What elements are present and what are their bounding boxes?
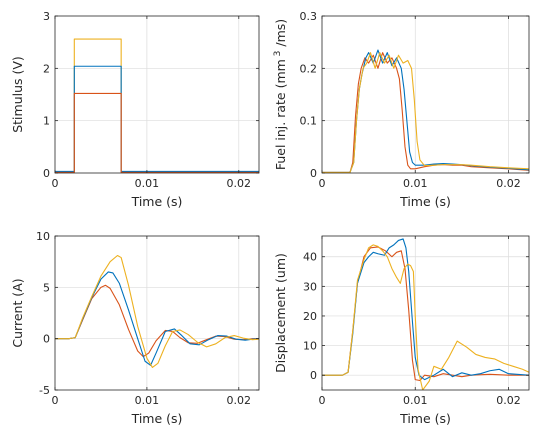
y-tick-label: 20 <box>303 310 317 323</box>
subplot-fuel-rate: 0 0.01 0.02 0 0.1 0.2 0.3 Time (s) Fuel inj. rat… <box>273 10 530 209</box>
y-tick-label: -5 <box>39 384 50 397</box>
axes-frame <box>321 15 530 174</box>
y-tick-label: 0 <box>43 333 50 346</box>
x-tick-label: 0.02 <box>496 177 521 190</box>
y-tick-label: 0.1 <box>300 115 318 128</box>
y-tick-label: 3 <box>43 10 50 23</box>
series-group <box>55 254 259 368</box>
x-axis-label: Time (s) <box>399 411 451 426</box>
x-tick-label: 0.02 <box>496 394 521 407</box>
y-axis-label-superscript: 3 <box>273 51 283 60</box>
y-tick-label: 0 <box>43 167 50 180</box>
subplot-displacement: 0 0.01 0.02 0 10 20 30 40 Time (s) Displacement (… <box>273 235 530 426</box>
subplot-stimulus: 0 0.01 0.02 0 1 2 3 Time (s) Stimulus (V) <box>10 10 260 209</box>
series-line-yellow <box>55 254 259 368</box>
x-tick-label: 0.01 <box>403 394 428 407</box>
x-tick-label: 0.01 <box>403 177 428 190</box>
y-tick-label: 30 <box>303 280 317 293</box>
y-tick-label: 0.3 <box>300 10 318 23</box>
x-axis-label: Time (s) <box>131 194 183 209</box>
x-tick-label: 0 <box>52 177 59 190</box>
y-axis-label: Displacement (um) <box>273 253 288 373</box>
x-tick-label: 0.01 <box>135 177 160 190</box>
y-tick-label: 0 <box>310 369 317 382</box>
y-tick-label: 1 <box>43 115 50 128</box>
y-tick-label: 0 <box>310 167 317 180</box>
y-tick-label: 40 <box>303 251 317 264</box>
series-group <box>55 38 259 173</box>
y-axis-label: Current (A) <box>10 278 25 347</box>
axes-frame <box>54 235 260 391</box>
y-tick-label: 5 <box>43 281 50 294</box>
series-line-blue <box>322 238 529 381</box>
plot-area <box>55 16 259 173</box>
y-tick-label: 0.2 <box>300 62 318 75</box>
axes-frame <box>321 235 530 391</box>
x-axis-label: Time (s) <box>131 411 183 426</box>
y-axis-label: Stimulus (V) <box>10 56 25 133</box>
plot-area <box>322 16 529 173</box>
y-axis-label: Fuel inj. rate (mm 3 /ms) <box>273 19 288 170</box>
series-line-yellow <box>322 52 529 173</box>
series-line-blue <box>55 65 259 172</box>
x-tick-label: 0 <box>319 177 326 190</box>
series-line-yellow <box>322 244 529 390</box>
y-tick-label: 10 <box>303 340 317 353</box>
series-group <box>322 238 529 390</box>
series-line-blue <box>55 271 259 366</box>
plot-area <box>322 236 529 390</box>
x-tick-label: 0 <box>319 394 326 407</box>
series-group <box>322 49 529 173</box>
y-tick-label: 2 <box>43 62 50 75</box>
y-tick-label: 10 <box>36 230 50 243</box>
x-tick-label: 0.02 <box>227 177 252 190</box>
x-axis-label: Time (s) <box>399 194 451 209</box>
series-line-red <box>55 92 259 173</box>
x-tick-label: 0.02 <box>227 394 252 407</box>
series-line-red <box>55 284 259 358</box>
x-tick-label: 0.01 <box>135 394 160 407</box>
axes-frame <box>54 15 260 174</box>
x-tick-label: 0 <box>52 394 59 407</box>
